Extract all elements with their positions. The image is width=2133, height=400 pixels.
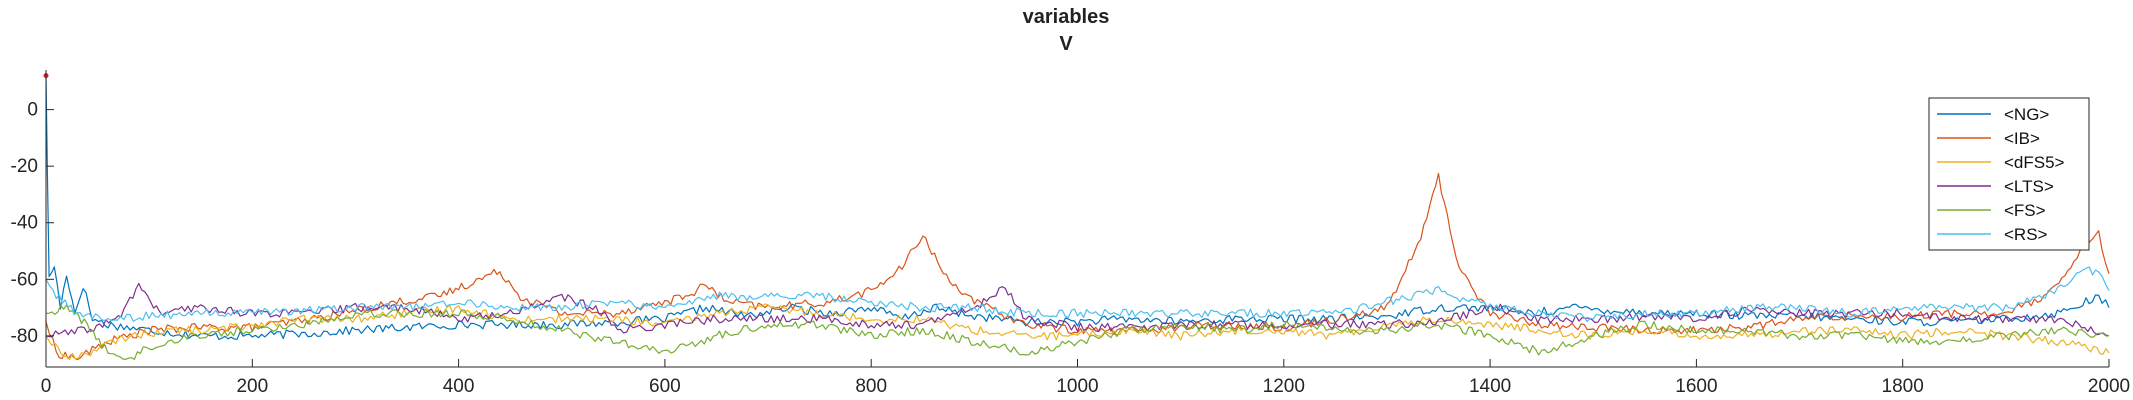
legend: <NG> <IB> <dFS5> <LTS> <FS> <RS>	[1928, 97, 2090, 251]
legend-label: <FS>	[2004, 201, 2046, 220]
x-tick-label: 1000	[1056, 376, 1098, 397]
series-line	[46, 304, 2110, 360]
x-tick-label: 2000	[2088, 376, 2130, 397]
x-tick-label: 0	[41, 376, 52, 397]
axes: 0 200 400 600 800 1000 1200 1400 1600 1800 2000 0 -2…	[11, 70, 2130, 397]
chart-title-line-1: variables	[1023, 6, 1110, 28]
x-tick-label: 1800	[1882, 376, 1924, 397]
series-layer	[43, 73, 2110, 361]
x-tick-label: 800	[855, 376, 887, 397]
series-line	[45, 172, 2110, 361]
chart-title-line-2: V	[1059, 33, 1073, 55]
y-tick-label: -80	[11, 326, 38, 347]
x-tick-label: 1400	[1469, 376, 1511, 397]
y-tick-label: -40	[11, 213, 38, 234]
legend-label: <NG>	[2004, 105, 2049, 124]
x-tick-label: 1200	[1263, 376, 1305, 397]
legend-label: <IB>	[2004, 129, 2040, 148]
legend-label: <RS>	[2004, 225, 2048, 244]
x-tick-label: 400	[443, 376, 475, 397]
y-tick-label: -60	[11, 269, 38, 290]
x-tick-label: 600	[649, 376, 681, 397]
x-tick-label: 1600	[1675, 376, 1717, 397]
chart-title: variables V	[1023, 6, 1110, 55]
legend-label: <dFS5>	[2004, 153, 2065, 172]
series-line	[45, 75, 2110, 341]
series-line	[45, 266, 2110, 323]
y-tick-label: -20	[11, 156, 38, 177]
y-tick-label: 0	[27, 100, 38, 121]
x-tick-label: 200	[236, 376, 268, 397]
legend-box	[1928, 97, 2090, 251]
legend-label: <LTS>	[2004, 177, 2054, 196]
